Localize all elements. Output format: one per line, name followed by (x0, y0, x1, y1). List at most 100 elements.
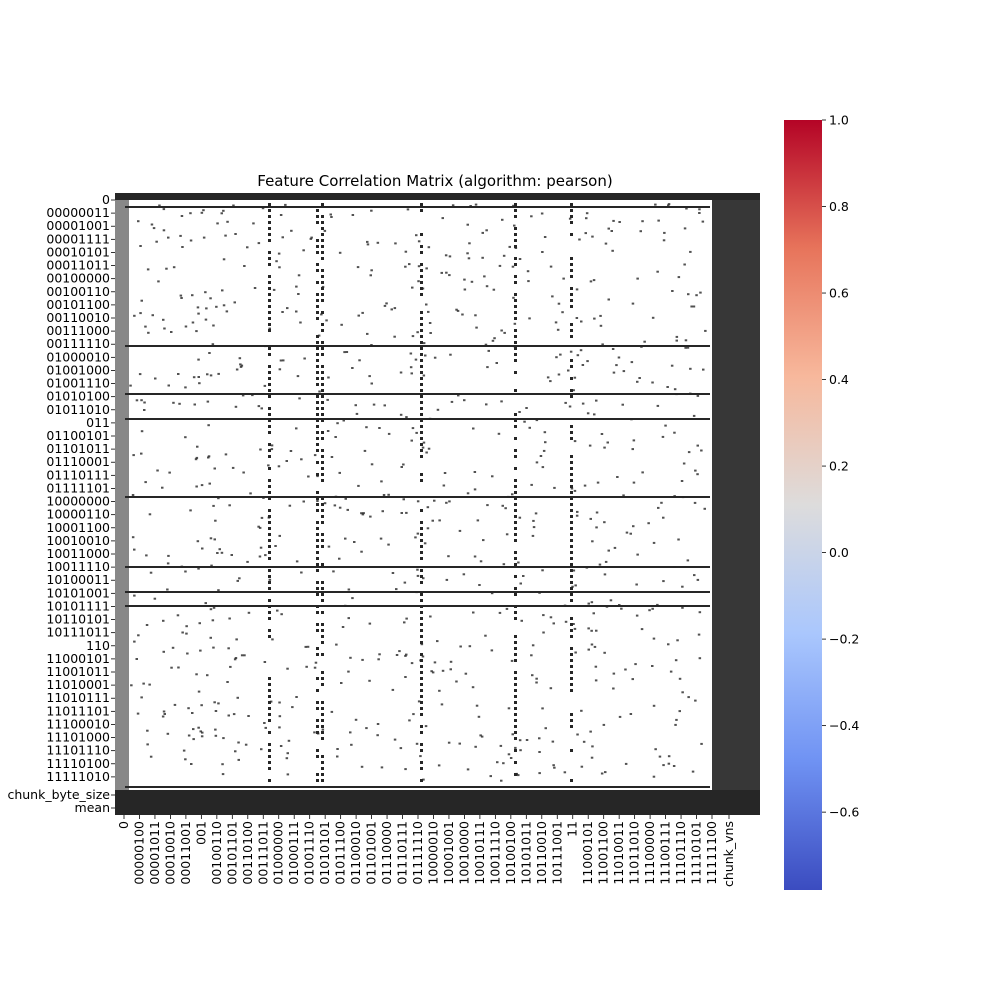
annotation-mark (636, 553, 639, 556)
annotation-mark (425, 451, 428, 454)
annotation-mark (689, 250, 692, 253)
annotation-mark (684, 346, 687, 349)
annotation-mark (179, 294, 183, 297)
annotation-mark (268, 251, 271, 254)
annotation-mark (321, 407, 324, 410)
annotation-mark (402, 498, 405, 501)
annotation-mark (338, 251, 342, 254)
annotation-mark (689, 367, 692, 370)
annotation-mark (268, 707, 271, 710)
annotation-mark (420, 539, 423, 542)
annotation-mark (420, 767, 423, 770)
annotation-mark (704, 329, 707, 332)
annotation-mark (420, 431, 423, 434)
annotation-mark (598, 563, 602, 566)
annotation-mark (514, 527, 517, 530)
annotation-mark (570, 653, 573, 656)
annotation-mark (321, 629, 324, 632)
annotation-mark (212, 606, 216, 609)
annotation-mark (612, 672, 616, 675)
annotation-mark (570, 647, 573, 650)
annotation-mark (570, 263, 573, 266)
annotation-mark (338, 506, 342, 509)
annotation-mark (211, 619, 215, 622)
annotation-mark (268, 605, 271, 608)
annotation-mark (166, 562, 170, 565)
x-tick-label: 10110010 (534, 821, 549, 885)
annotation-mark (622, 370, 626, 373)
annotation-mark (616, 476, 619, 478)
annotation-mark (641, 471, 644, 474)
annotation-mark (209, 374, 213, 377)
annotation-mark (321, 521, 324, 524)
annotation-mark (514, 449, 517, 452)
annotation-mark (532, 526, 536, 529)
annotation-mark (403, 621, 406, 624)
annotation-mark (146, 268, 150, 271)
annotation-mark (196, 445, 199, 448)
annotation-mark (198, 622, 201, 625)
annotation-mark (422, 441, 426, 444)
annotation-mark (416, 500, 420, 503)
annotation-mark (138, 373, 142, 376)
annotation-mark (140, 452, 143, 455)
annotation-mark (514, 245, 517, 248)
annotation-mark (498, 611, 502, 614)
annotation-band-col-0 (115, 193, 129, 815)
annotation-mark (673, 495, 676, 498)
annotation-mark (700, 449, 703, 452)
annotation-row-line (125, 206, 710, 208)
annotation-mark (449, 668, 452, 671)
annotation-mark (458, 529, 462, 532)
annotation-mark (514, 689, 517, 692)
annotation-mark (240, 364, 244, 367)
annotation-mark (420, 413, 423, 416)
annotation-mark (133, 314, 136, 317)
annotation-mark (399, 747, 403, 750)
annotation-mark (233, 301, 236, 304)
annotation-mark (316, 293, 319, 296)
annotation-mark (520, 619, 523, 622)
annotation-mark (321, 725, 324, 728)
y-tick-label: 11111010 (46, 769, 110, 784)
annotation-mark (400, 466, 403, 468)
annotation-mark (420, 377, 423, 380)
annotation-mark (316, 473, 319, 476)
annotation-mark (258, 555, 262, 558)
annotation-mark (260, 748, 263, 751)
annotation-mark (410, 439, 413, 442)
annotation-mark (316, 269, 319, 272)
annotation-mark (414, 358, 418, 361)
annotation-mark (420, 371, 423, 374)
annotation-mark (420, 575, 423, 578)
annotation-mark (420, 527, 423, 530)
annotation-mark (512, 345, 516, 348)
annotation-mark (193, 403, 196, 406)
annotation-mark (330, 456, 334, 458)
annotation-mark (230, 554, 233, 556)
annotation-mark (473, 488, 477, 491)
annotation-mark (667, 762, 671, 765)
annotation-mark (542, 614, 545, 617)
annotation-mark (321, 713, 324, 716)
annotation-mark (570, 713, 573, 716)
annotation-mark (231, 466, 235, 469)
annotation-mark (590, 629, 593, 632)
annotation-mark (429, 615, 432, 618)
annotation-mark (321, 293, 324, 296)
annotation-mark (478, 584, 481, 586)
x-tick-label: 10010000 (456, 821, 471, 885)
annotation-mark (593, 645, 597, 648)
annotation-mark (316, 475, 319, 478)
annotation-mark (638, 377, 641, 379)
annotation-mark (570, 587, 573, 590)
annotation-mark (405, 653, 408, 656)
annotation-mark (129, 384, 132, 387)
annotation-mark (297, 293, 300, 295)
annotation-mark (340, 323, 343, 326)
annotation-mark (268, 545, 271, 548)
annotation-mark (514, 467, 517, 470)
annotation-mark (409, 366, 413, 369)
annotation-mark (257, 242, 261, 245)
annotation-mark (449, 353, 452, 356)
